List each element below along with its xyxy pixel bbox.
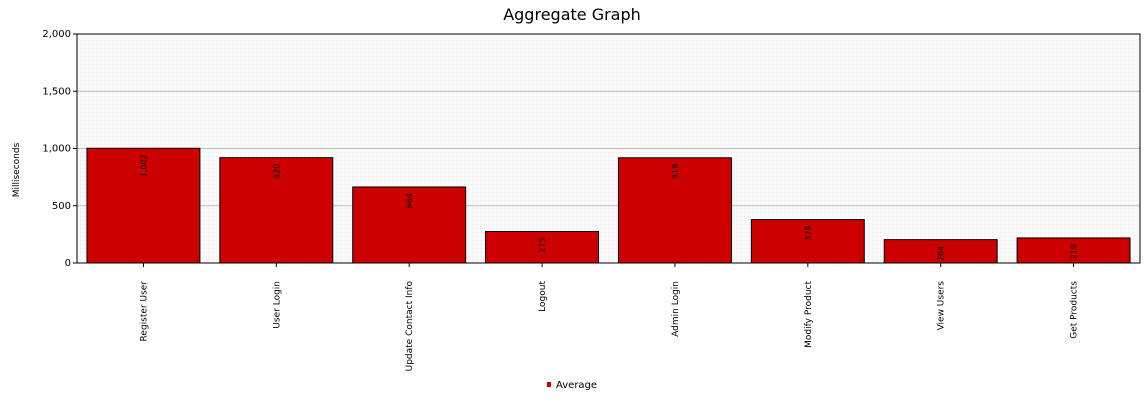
bar (352, 186, 467, 264)
x-category-label: Update Contact Info (405, 281, 415, 372)
bar (750, 219, 865, 264)
data-label: 219 (1070, 244, 1079, 259)
bars: 1,002 920 664 275 919 379 204 219 (86, 147, 1131, 264)
x-category-label: Logout (538, 281, 548, 312)
y-ticks: 0 500 1,000 1,500 2,000 (42, 29, 77, 269)
bar (219, 157, 334, 264)
x-category-label: View Users (937, 281, 947, 331)
x-category-label: Admin Login (671, 281, 681, 337)
y-tick-label: 500 (52, 201, 71, 212)
y-tick-label: 1,500 (42, 86, 71, 97)
data-label: 664 (405, 193, 414, 208)
data-label: 1,002 (139, 154, 148, 177)
legend-swatch (547, 382, 551, 387)
x-category-label: Modify Product (804, 281, 814, 348)
y-tick-label: 1,000 (42, 144, 71, 155)
data-label: 204 (937, 246, 946, 261)
x-category-label: User Login (272, 281, 282, 329)
bar (617, 157, 732, 264)
x-category-label: Get Products (1070, 281, 1080, 339)
legend: Average (547, 380, 597, 391)
data-label: 275 (538, 238, 547, 253)
y-tick-label: 2,000 (42, 29, 71, 40)
x-category-label: Register User (139, 281, 149, 342)
y-axis-label: Milliseconds (12, 142, 22, 197)
data-label: 379 (804, 226, 813, 241)
legend-label: Average (556, 380, 597, 391)
bar (485, 231, 600, 264)
y-tick-label: 0 (65, 258, 71, 269)
chart-title: Aggregate Graph (503, 5, 641, 24)
x-categories: Register User User Login Update Contact In… (139, 263, 1080, 372)
data-label: 920 (272, 164, 281, 179)
bar (1016, 237, 1131, 264)
data-label: 919 (671, 164, 680, 179)
